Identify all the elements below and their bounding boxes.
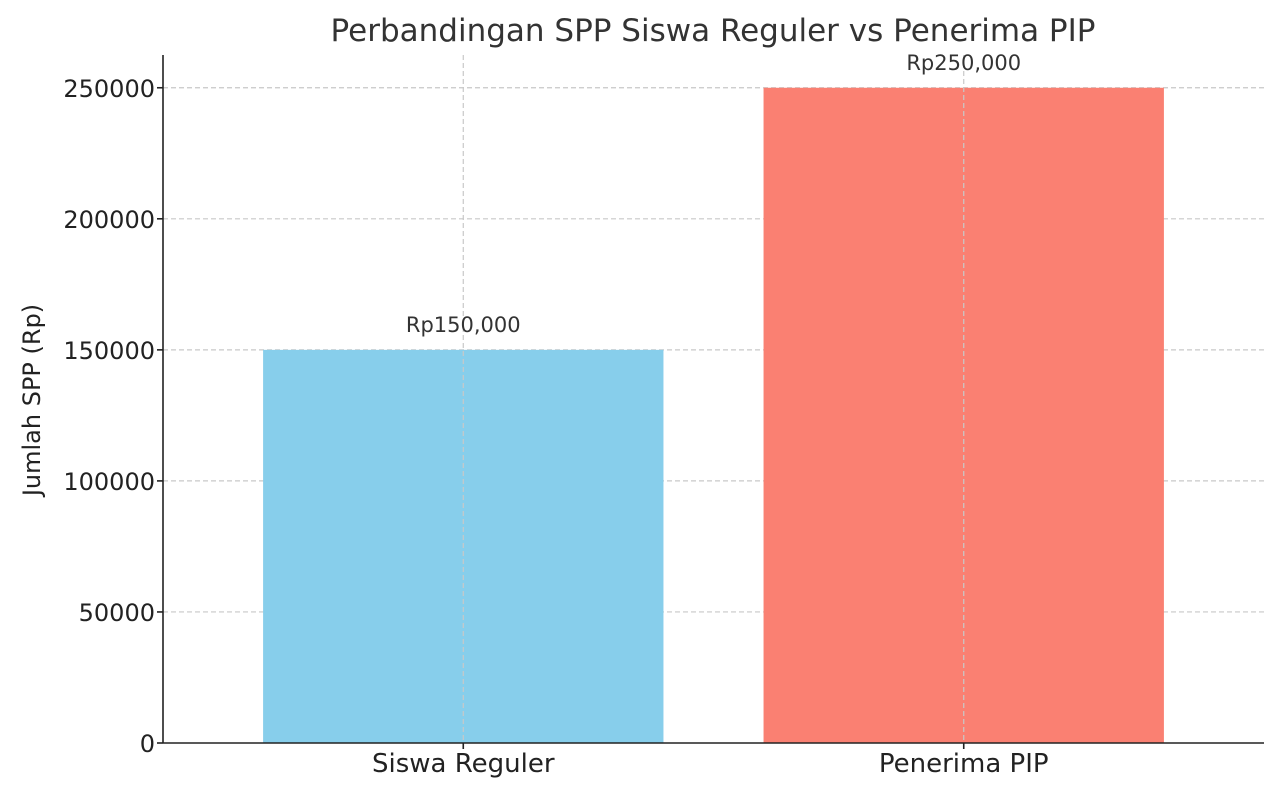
data-label: Rp150,000	[406, 313, 521, 337]
y-tick-label: 150000	[63, 337, 155, 365]
y-tick-label: 100000	[63, 468, 155, 496]
y-axis-label: Jumlah SPP (Rp)	[18, 304, 46, 498]
bars	[263, 55, 1164, 743]
x-tick-label: Penerima PIP	[879, 749, 1049, 779]
x-tick-label: Siswa Reguler	[372, 749, 555, 779]
y-tick-label: 50000	[79, 599, 155, 627]
chart-title: Perbandingan SPP Siswa Reguler vs Peneri…	[331, 13, 1096, 49]
y-tick-label: 250000	[63, 75, 155, 103]
data-label: Rp250,000	[906, 51, 1021, 75]
axes	[157, 55, 1264, 749]
y-tick-label: 0	[140, 730, 155, 758]
y-tick-label: 200000	[63, 206, 155, 234]
labels: 0 50000 100000 150000 200000 250000 Siswa Regu…	[63, 51, 1048, 779]
